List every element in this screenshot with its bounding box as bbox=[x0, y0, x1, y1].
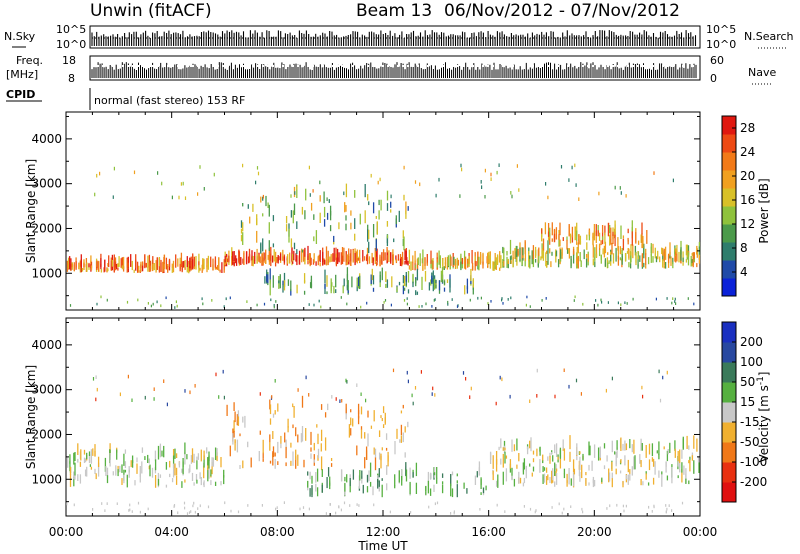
station-title: Unwin (fitACF) bbox=[90, 1, 212, 21]
ytick-label: 3000 bbox=[31, 177, 62, 191]
freq-bars bbox=[91, 62, 698, 78]
nave-top-tick: 60 bbox=[710, 54, 724, 67]
colorbar-tick-label: -15 bbox=[740, 415, 760, 429]
colorbar-swatch bbox=[722, 342, 736, 363]
colorbar-tick-label: 50 bbox=[740, 375, 755, 389]
ytick-label: 2000 bbox=[31, 427, 62, 441]
nsky-panel bbox=[89, 25, 701, 49]
xtick-label: 08:00 bbox=[260, 525, 295, 539]
power-colorbar: 4 8 12 16 20 24 28 bbox=[721, 115, 755, 297]
freq-unit-label: [MHz] bbox=[6, 68, 38, 81]
nsearch-bottom-tick: 10^0 bbox=[706, 38, 736, 51]
freq-label: Freq. bbox=[16, 54, 43, 67]
date-range: 06/Nov/2012 - 07/Nov/2012 bbox=[444, 1, 680, 21]
power-y-axis: 1000 2000 3000 4000 bbox=[31, 115, 700, 297]
colorbar-tick-label: 16 bbox=[740, 193, 755, 207]
colorbar-tick-label: 28 bbox=[740, 121, 755, 135]
colorbar-swatch bbox=[722, 116, 736, 135]
colorbar-swatch bbox=[722, 382, 736, 403]
cpid-text: normal (fast stereo) 153 RF bbox=[94, 94, 245, 107]
ytick-label: 4000 bbox=[31, 132, 62, 146]
colorbar-tick-label: 12 bbox=[740, 217, 755, 231]
beam-label: Beam 13 bbox=[356, 1, 432, 21]
nsky-top-tick: 10^5 bbox=[56, 23, 86, 36]
colorbar-swatch bbox=[722, 362, 736, 383]
nave-label: Nave bbox=[748, 66, 776, 79]
colorbar-swatch bbox=[722, 242, 736, 261]
velocity-marks bbox=[66, 368, 700, 515]
freq-panel bbox=[89, 55, 701, 81]
velocity-panel-frame bbox=[65, 317, 701, 517]
xtick-label: 00:00 bbox=[683, 525, 718, 539]
colorbar-swatch bbox=[722, 422, 736, 443]
xtick-label: 12:00 bbox=[366, 525, 401, 539]
velocity-y-axis: 1000 2000 3000 4000 bbox=[31, 321, 700, 503]
colorbar-swatch bbox=[722, 206, 736, 225]
colorbar-frame bbox=[721, 321, 737, 503]
colorbar-frame bbox=[721, 115, 737, 297]
freq-top-tick: 18 bbox=[62, 54, 76, 67]
xtick-label: 04:00 bbox=[154, 525, 189, 539]
velocity-ylabel: Slant Range [km] bbox=[24, 365, 38, 469]
nave-bottom-tick: 0 bbox=[710, 72, 717, 85]
xlabel: Time UT bbox=[357, 539, 408, 553]
colorbar-swatch bbox=[722, 442, 736, 463]
xtick-label: 00:00 bbox=[49, 525, 84, 539]
velocity-colorbar: 200 100 50 15 -15 -50 -100 -200 bbox=[721, 321, 767, 503]
colorbar-swatch bbox=[722, 170, 736, 189]
colorbar-tick-label: 20 bbox=[740, 169, 755, 183]
ytick-label: 2000 bbox=[31, 221, 62, 235]
xtick-label: 16:00 bbox=[471, 525, 506, 539]
colorbar-tick-label: -200 bbox=[740, 475, 767, 489]
colorbar-swatch bbox=[722, 322, 736, 343]
ytick-label: 4000 bbox=[31, 338, 62, 352]
colorbar-swatch bbox=[722, 260, 736, 279]
colorbar-tick-label: 24 bbox=[740, 145, 755, 159]
power-marks bbox=[66, 163, 701, 309]
ytick-label: 3000 bbox=[31, 383, 62, 397]
colorbar-swatch bbox=[722, 188, 736, 207]
colorbar-tick-label: -50 bbox=[740, 435, 760, 449]
cpid-label: CPID bbox=[6, 88, 35, 101]
colorbar-swatch bbox=[722, 134, 736, 153]
nsky-label: N.Sky bbox=[4, 30, 36, 43]
colorbar-swatch bbox=[722, 482, 736, 503]
power-ylabel: Slant Range [km] bbox=[24, 159, 38, 263]
nsky-bottom-tick: 10^0 bbox=[56, 38, 86, 51]
colorbar-tick-label: 15 bbox=[740, 395, 755, 409]
colorbar-swatch bbox=[722, 402, 736, 423]
colorbar-swatch bbox=[722, 278, 736, 297]
freq-bottom-tick: 8 bbox=[68, 72, 75, 85]
colorbar-tick-label: -100 bbox=[740, 455, 767, 469]
nsearch-label: N.Search bbox=[744, 30, 794, 43]
ytick-label: 1000 bbox=[31, 266, 62, 280]
power-colorbar-label: Power [dB] bbox=[757, 178, 771, 243]
colorbar-tick-label: 100 bbox=[740, 355, 763, 369]
colorbar-swatch bbox=[722, 462, 736, 483]
xtick-label: 20:00 bbox=[577, 525, 612, 539]
nsearch-top-tick: 10^5 bbox=[706, 23, 736, 36]
colorbar-tick-label: 4 bbox=[740, 265, 748, 279]
ytick-label: 1000 bbox=[31, 472, 62, 486]
velocity-colorbar-label: Velocity [m s-1] bbox=[756, 372, 771, 463]
colorbar-tick-label: 8 bbox=[740, 241, 748, 255]
colorbar-swatch bbox=[722, 152, 736, 171]
colorbar-tick-label: 200 bbox=[740, 335, 763, 349]
colorbar-swatch bbox=[722, 224, 736, 243]
time-x-axis: 00:00 04:00 08:00 12:00 16:00 20:00 00:00 bbox=[49, 112, 718, 539]
nsky-bars bbox=[91, 30, 698, 46]
power-panel-frame bbox=[65, 111, 701, 311]
